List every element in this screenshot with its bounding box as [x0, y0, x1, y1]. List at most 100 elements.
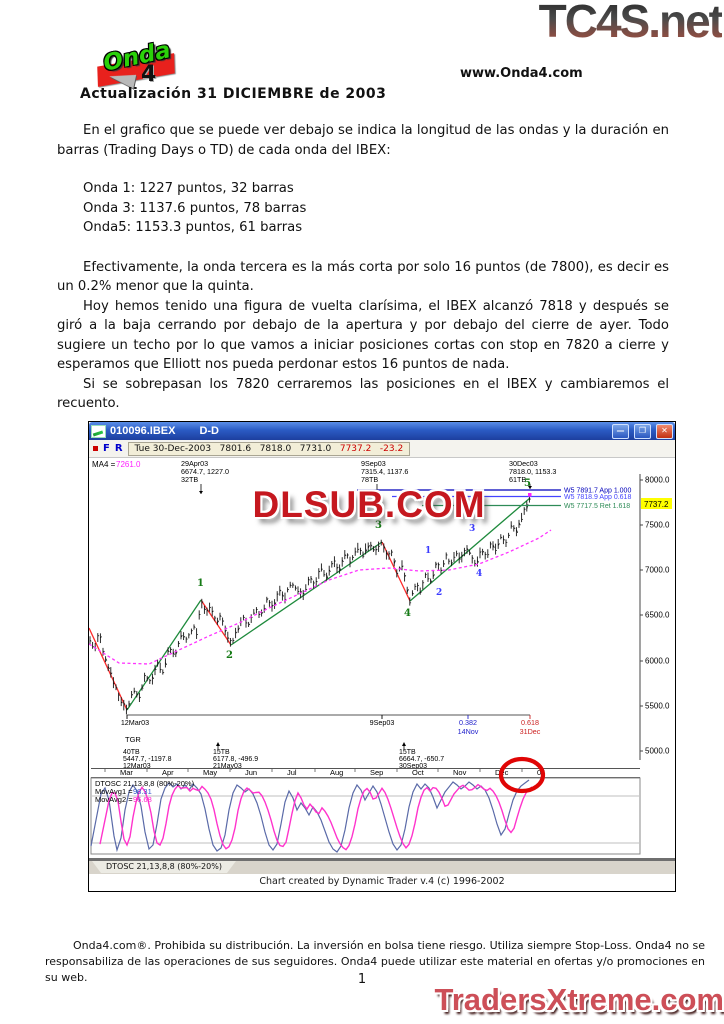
window-timeframe: D-D	[199, 425, 219, 437]
website-url: www.Onda4.com	[460, 66, 583, 81]
svg-text:6664.7, -650.7: 6664.7, -650.7	[399, 756, 444, 763]
onda4-logo-four: 4	[141, 62, 157, 87]
svg-text:40TB: 40TB	[123, 749, 140, 756]
window-titlebar[interactable]: 010096.IBEX D-D — ❐ ✕	[89, 422, 675, 440]
quote-values: Tue 30-Dec-2003 7801.6 7818.0 7731.0	[134, 443, 340, 454]
svg-text:DTOSC 21,13,8,8 (80%-20%): DTOSC 21,13,8,8 (80%-20%)	[95, 779, 195, 788]
list-item: Onda5: 1153.3 puntos, 61 barras	[83, 220, 303, 235]
svg-text:Nov: Nov	[453, 768, 467, 777]
paragraph-intro: En el grafico que se puede ver debajo se…	[57, 123, 669, 158]
svg-text:12Mar03: 12Mar03	[121, 718, 149, 727]
svg-text:5: 5	[524, 478, 531, 489]
svg-text:32TB: 32TB	[181, 475, 198, 484]
minimize-button[interactable]: —	[612, 423, 629, 439]
svg-text:MovAvg1 =: MovAvg1 =	[95, 787, 133, 796]
svg-text:Mar: Mar	[120, 768, 133, 777]
svg-text:6000.0: 6000.0	[645, 657, 670, 666]
page-number: 1	[357, 972, 367, 987]
svg-text:30Sep03: 30Sep03	[399, 763, 427, 770]
svg-text:5000.0: 5000.0	[645, 747, 670, 756]
pane-tab-row: DTOSC 21,13,8,8 (80%-20%)	[89, 858, 675, 874]
svg-text:3: 3	[375, 520, 382, 531]
svg-text:7818.0, 1153.3: 7818.0, 1153.3	[509, 467, 556, 476]
svg-text:Oct: Oct	[412, 768, 425, 777]
svg-text:2: 2	[436, 588, 442, 598]
svg-text:0.382: 0.382	[459, 718, 477, 727]
svg-text:8000.0: 8000.0	[645, 476, 670, 485]
red-bullet-icon	[93, 446, 98, 451]
close-button[interactable]: ✕	[656, 423, 673, 439]
list-item: Onda 3: 1137.6 puntos, 78 barras	[83, 200, 307, 216]
svg-text:6500.0: 6500.0	[645, 611, 670, 620]
svg-text:TGR: TGR	[125, 735, 141, 744]
wave-length-list: Onda 1: 1227 puntos, 32 barras Onda 3: 1…	[57, 179, 669, 238]
svg-text:MovAvg2 =: MovAvg2 =	[95, 795, 133, 804]
svg-text:W5 7818.9 App 0.618: W5 7818.9 App 0.618	[564, 494, 631, 501]
f-button[interactable]: F	[103, 443, 110, 454]
svg-text:31Dec: 31Dec	[520, 727, 541, 736]
footer-disclaimer: Onda4.com®. Prohibida su distribución. L…	[45, 939, 705, 984]
svg-text:6177.8, -496.9: 6177.8, -496.9	[213, 756, 258, 763]
svg-text:4: 4	[476, 569, 482, 579]
dynamic-trader-window: 010096.IBEX D-D — ❐ ✕ F R Tue 30-Dec-200…	[88, 421, 676, 892]
svg-text:98.31: 98.31	[133, 787, 152, 796]
svg-text:9Sep03: 9Sep03	[361, 459, 386, 468]
chart-credit-line: Chart created by Dynamic Trader v.4 (c) …	[89, 874, 675, 891]
svg-text:15TB: 15TB	[399, 749, 416, 756]
svg-text:4: 4	[404, 608, 411, 619]
list-item: Onda 1: 1227 puntos, 32 barras	[83, 181, 294, 196]
maximize-button[interactable]: ❐	[634, 423, 651, 439]
svg-text:Apr: Apr	[162, 768, 174, 777]
svg-text:15TB: 15TB	[213, 749, 230, 756]
svg-text:61TB: 61TB	[509, 475, 526, 484]
window-icon	[91, 424, 106, 438]
tab-dtosc[interactable]: DTOSC 21,13,8,8 (80%-20%)	[92, 861, 236, 873]
onda4-logo: Onda 4	[95, 37, 181, 92]
svg-text:5447.7, -1197.8: 5447.7, -1197.8	[123, 756, 172, 763]
svg-text:30Dec03: 30Dec03	[509, 459, 538, 468]
svg-text:7315.4, 1137.6: 7315.4, 1137.6	[361, 467, 408, 476]
svg-text:6674.7, 1227.0: 6674.7, 1227.0	[181, 467, 229, 476]
body-text: En el grafico que se puede ver debajo se…	[57, 121, 669, 414]
svg-text:Sep: Sep	[370, 768, 383, 777]
svg-text:W5 7891.7 App 1.000: W5 7891.7 App 1.000	[564, 488, 631, 495]
svg-text:12Mar03: 12Mar03	[123, 763, 151, 770]
r-button[interactable]: R	[114, 443, 123, 454]
chart-toolbar: F R Tue 30-Dec-2003 7801.6 7818.0 7731.0…	[89, 440, 675, 458]
quote-status-box: Tue 30-Dec-2003 7801.6 7818.0 7731.0 773…	[127, 441, 411, 456]
svg-text:Aug: Aug	[330, 768, 343, 777]
svg-text:1: 1	[425, 546, 431, 556]
svg-text:MA4 =: MA4 =	[92, 460, 116, 469]
svg-text:29Apr03: 29Apr03	[181, 459, 208, 468]
tradersxtreme-logo: TradersXtreme.com	[434, 982, 724, 1017]
dlsub-watermark: DLSUB.COM	[252, 484, 486, 525]
svg-text:0.618: 0.618	[521, 718, 539, 727]
svg-text:1: 1	[197, 578, 204, 589]
svg-text:Jul: Jul	[287, 768, 297, 777]
svg-text:3: 3	[469, 524, 475, 534]
chart-client-area: W5 7891.7 App 1.000 W5 7818.9 App 0.618 W5…	[89, 458, 673, 858]
svg-text:7737.2: 7737.2	[644, 500, 669, 509]
paragraph-comparison: Efectivamente, la onda tercera es la más…	[57, 259, 669, 295]
svg-text:5500.0: 5500.0	[645, 702, 670, 711]
svg-text:9Sep03: 9Sep03	[370, 718, 395, 727]
svg-text:W5 7717.5 Ret 1.618: W5 7717.5 Ret 1.618	[564, 503, 630, 510]
svg-text:May: May	[203, 768, 217, 777]
quote-change: 7737.2 -23.2	[339, 443, 404, 454]
tc4s-logo: TC4S.net	[539, 0, 724, 48]
svg-text:78TB: 78TB	[361, 475, 378, 484]
paragraph-analysis: Hoy hemos tenido una figura de vuelta cl…	[57, 298, 669, 373]
svg-text:7261.0: 7261.0	[116, 460, 141, 469]
svg-text:7500.0: 7500.0	[645, 521, 670, 530]
window-title: 010096.IBEX	[110, 425, 176, 437]
svg-text:96.68: 96.68	[133, 795, 152, 804]
svg-text:2: 2	[226, 650, 233, 661]
paragraph-plan: Si se sobrepasan los 7820 cerraremos las…	[57, 376, 669, 412]
svg-text:14Nov: 14Nov	[458, 727, 479, 736]
page-title: Actualización 31 DICIEMBRE de 2003	[80, 86, 387, 102]
svg-text:7000.0: 7000.0	[645, 566, 670, 575]
svg-text:Jun: Jun	[245, 768, 257, 777]
svg-text:21May03: 21May03	[213, 763, 242, 770]
